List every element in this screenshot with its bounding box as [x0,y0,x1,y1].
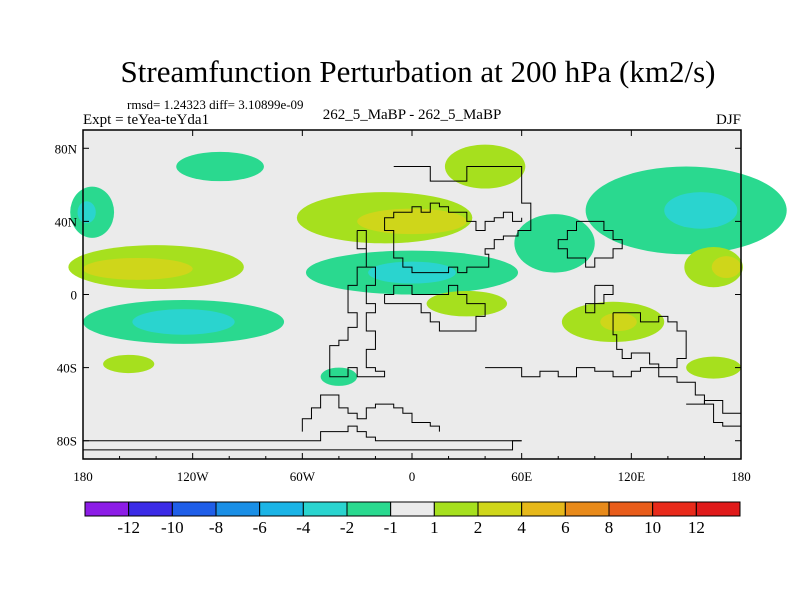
coastline-segment [585,284,614,314]
colorbar-swatch [84,501,130,517]
coastline-segment [557,220,623,268]
anomaly-fills [68,144,787,386]
anomaly-region [132,309,235,335]
anomaly-region [103,354,155,374]
x-tick-label: 0 [409,469,416,484]
coastline-segment [301,394,440,432]
colorbar-swatch [652,501,697,517]
colorbar-label: -1 [384,518,398,537]
colorbar-label: -6 [253,518,267,537]
colorbar-label: 6 [561,518,570,537]
anomaly-region [514,214,595,273]
coastline-segment [612,312,687,369]
x-tick-label: 180 [73,469,93,484]
x-tick-label: 60W [290,469,316,484]
colorbar-swatch [695,501,741,517]
season-label: DJF [716,112,741,128]
coastline-segment [83,425,522,442]
coastline-segment [384,284,486,332]
colorbar-swatch [346,501,392,517]
colorbar-label: 4 [517,518,526,537]
colorbar-swatch [608,501,654,517]
colorbar-swatch [433,501,479,517]
colorbar-label: 10 [644,518,661,537]
x-tick-label: 180 [731,469,751,484]
chart-title: Streamfunction Perturbation at 200 hPa (… [121,54,716,89]
x-axis: 180 120W 60W 0 60E 120E 180 [73,130,751,484]
colorbar-swatch [215,501,261,517]
colorbar-swatch [302,501,348,517]
anomaly-region [711,256,742,279]
x-tick-label: 120E [618,469,646,484]
colorbar-swatch [390,501,435,517]
x-tick-label: 60E [511,469,532,484]
y-tick-label: 80S [57,434,77,449]
coastline-segment [384,166,532,274]
colorbar-label: -12 [117,518,140,537]
colorbar-label: 12 [688,518,705,537]
y-tick-label: 40S [57,361,77,376]
anomaly-region [600,312,637,332]
colorbar-label: 8 [605,518,614,537]
colorbar-swatch [171,501,217,517]
coastlines [83,166,742,451]
stats-label: rmsd= 1.24323 diff= 3.10899e-09 [127,97,304,112]
colorbar-swatch [128,501,173,517]
colorbar-label: -2 [340,518,354,537]
colorbar-swatch [521,501,566,517]
y-tick-label: 40N [55,214,78,229]
case-label: 262_5_MaBP - 262_5_MaBP [323,107,502,123]
plot-area: 180 120W 60W 0 60E 120E 180 80N 40N 0 40S 80S [55,129,787,484]
anomaly-region [686,356,741,379]
anomaly-region [664,192,738,229]
colorbar-label: -10 [161,518,184,537]
colorbar-label: -8 [209,518,223,537]
y-tick-label: 0 [71,288,78,303]
coastline-segment [329,230,386,378]
colorbar-swatch [477,501,523,517]
anomaly-region [83,257,193,280]
colorbar-swatch [564,501,610,517]
experiment-label: Expt = teYea-teYda1 [83,112,209,128]
colorbar: -12 -10 -8 -6 -4 -2 -1 1 2 4 6 8 10 12 [84,501,741,537]
coastline-segment [83,440,522,451]
anomaly-region [77,201,96,224]
y-axis: 80N 40N 0 40S 80S [55,141,741,449]
coastline-segment [485,367,742,432]
colorbar-swatch [259,501,304,517]
colorbar-label: 2 [474,518,483,537]
x-tick-label: 120W [177,469,210,484]
colorbar-label: 1 [430,518,439,537]
anomaly-region [176,151,264,182]
y-tick-label: 80N [55,141,78,156]
colorbar-label: -4 [296,518,311,537]
